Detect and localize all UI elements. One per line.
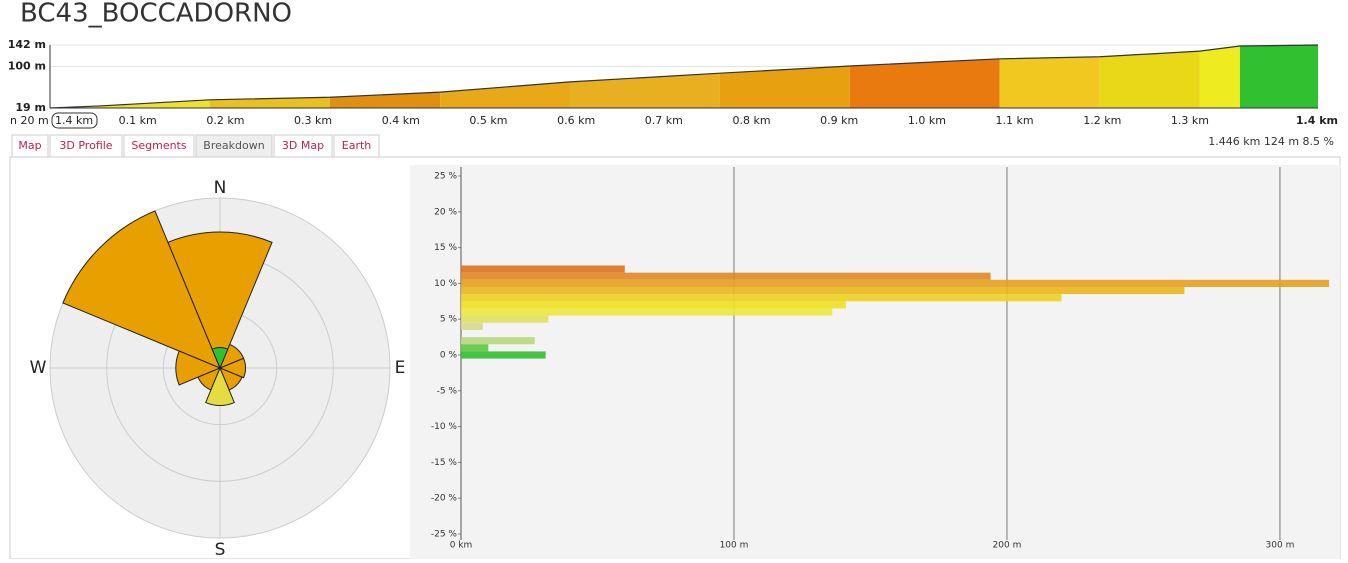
x-end-label: 1.4 km (1296, 114, 1338, 127)
x-tick-label: 0.3 km (294, 114, 332, 127)
y-tick-label: 0 % (440, 351, 458, 361)
x-tick-label: 0.8 km (732, 114, 770, 127)
compass-label: E (395, 358, 406, 378)
x-tick-label: 100 m (720, 541, 749, 551)
tab[interactable] (195, 134, 273, 158)
bar (461, 279, 1330, 287)
bar (461, 351, 546, 359)
profile-segment (1199, 46, 1240, 108)
bar (461, 265, 625, 273)
tab-label[interactable]: Segments (131, 139, 187, 152)
tab-label[interactable]: Earth (342, 139, 372, 152)
y-tick-label: 25 % (434, 172, 457, 182)
profile-line (49, 44, 1319, 109)
y-tick-label: 100 m (8, 60, 46, 73)
profile-segment (440, 81, 571, 108)
x-tick-label: 1.1 km (996, 114, 1034, 127)
x-tick-label: 1.2 km (1083, 114, 1121, 127)
tab[interactable] (49, 134, 123, 158)
rose-sector (219, 343, 245, 369)
y-tick-label: 20 % (434, 207, 457, 217)
profile-segment (209, 97, 330, 108)
tab-label[interactable]: Breakdown (203, 139, 264, 152)
y-tick-label: -15 % (431, 458, 458, 468)
tab-label[interactable]: 3D Profile (59, 139, 112, 152)
x-tick-label: 0.6 km (557, 114, 595, 127)
x-tick-label: 1.0 km (908, 114, 946, 127)
x-tick-label: 0.4 km (382, 114, 420, 127)
y-tick-label: -20 % (431, 494, 458, 504)
profile-segment (999, 56, 1100, 108)
bar (461, 286, 1185, 295)
y-tick-label: 10 % (434, 279, 457, 289)
chart-bg (410, 165, 1340, 559)
x-tick-label: 200 m (993, 541, 1022, 551)
y-tick-label: -10 % (431, 422, 458, 432)
x-tick-label: 0.7 km (645, 114, 683, 127)
x-tick-label: 0.1 km (119, 114, 157, 127)
x-tick-label: 300 m (1266, 541, 1295, 551)
bar (461, 337, 535, 345)
rose-sector (205, 366, 235, 406)
profile-segment (849, 58, 1000, 108)
zoom-box (51, 112, 98, 129)
tab-label[interactable]: Map (18, 139, 41, 152)
zoom-control[interactable]: n 20 m (10, 114, 49, 127)
x-tick-label: 0.9 km (820, 114, 858, 127)
rose-sector (167, 231, 273, 370)
rose-sector (62, 210, 221, 369)
y-tick-label: -25 % (431, 530, 458, 540)
x-tick-label: 1.3 km (1171, 114, 1209, 127)
bar (461, 301, 846, 309)
tab[interactable] (333, 134, 380, 158)
y-tick-label: 142 m (8, 38, 46, 51)
tab[interactable] (11, 134, 49, 158)
bar (461, 315, 549, 323)
tab[interactable] (273, 134, 333, 158)
x-tick-label: 0.2 km (206, 114, 244, 127)
y-tick-label: 19 m (15, 101, 46, 114)
rose-sector (175, 350, 222, 386)
bar (461, 294, 1062, 302)
title: BC43_BOCCADORNO (20, 0, 292, 29)
bar (461, 322, 483, 330)
profile-segment (1239, 45, 1318, 108)
bar (461, 272, 991, 280)
compass-label: S (215, 540, 226, 559)
y-tick-label: -5 % (437, 386, 458, 396)
x-tick-label: 0 km (450, 541, 473, 551)
rose-sector (211, 347, 229, 370)
compass-label: N (214, 178, 227, 198)
bar (461, 308, 833, 316)
profile-segment (570, 73, 720, 108)
profile-segment (1099, 51, 1200, 108)
compass-label: W (30, 358, 47, 378)
y-tick-label: 15 % (434, 243, 457, 253)
profile-segment (719, 66, 850, 108)
y-tick-label: 5 % (440, 315, 458, 325)
x-tick-label: 0.5 km (469, 114, 507, 127)
zoom-control[interactable]: 1.4 km (55, 114, 93, 127)
stats: 1.446 km 124 m 8.5 % (1208, 135, 1334, 148)
tab-label[interactable]: 3D Map (282, 139, 324, 152)
tab[interactable] (123, 134, 195, 158)
bar (461, 344, 489, 352)
